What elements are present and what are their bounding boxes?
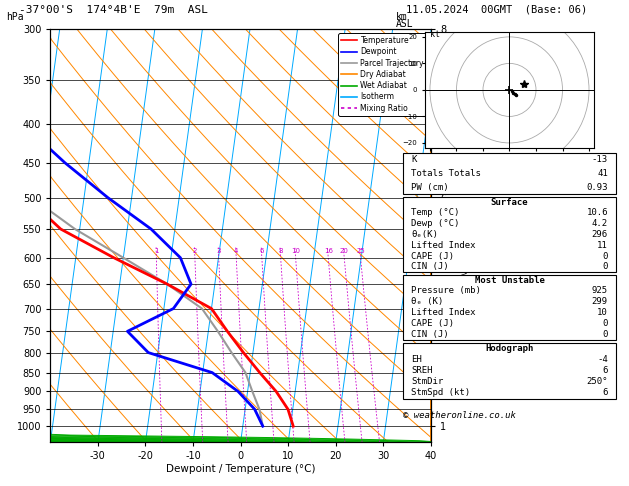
Text: CAPE (J): CAPE (J): [411, 252, 454, 260]
Y-axis label: Mixing Ratio (g/kg): Mixing Ratio (g/kg): [462, 196, 472, 276]
Text: Dewp (°C): Dewp (°C): [411, 219, 460, 228]
Text: 0: 0: [603, 262, 608, 271]
Text: 11: 11: [597, 241, 608, 250]
Text: 0: 0: [603, 330, 608, 339]
Text: StmSpd (kt): StmSpd (kt): [411, 388, 470, 398]
Text: Temp (°C): Temp (°C): [411, 208, 460, 217]
Text: 10: 10: [291, 248, 300, 255]
Text: Surface: Surface: [491, 198, 528, 207]
FancyBboxPatch shape: [403, 153, 616, 194]
Text: 41: 41: [597, 169, 608, 178]
Text: CAPE (J): CAPE (J): [411, 319, 454, 329]
Text: Pressure (mb): Pressure (mb): [411, 286, 481, 295]
Text: © weatheronline.co.uk: © weatheronline.co.uk: [403, 411, 515, 420]
Text: 6: 6: [603, 388, 608, 398]
Text: -13: -13: [592, 156, 608, 164]
FancyBboxPatch shape: [403, 197, 616, 272]
Text: Most Unstable: Most Unstable: [474, 276, 545, 285]
Text: 6: 6: [603, 366, 608, 375]
Text: 8: 8: [279, 248, 283, 255]
Text: LCL: LCL: [461, 387, 476, 396]
Text: 6: 6: [260, 248, 264, 255]
X-axis label: Dewpoint / Temperature (°C): Dewpoint / Temperature (°C): [166, 464, 315, 474]
FancyBboxPatch shape: [403, 343, 616, 399]
Text: 299: 299: [592, 297, 608, 307]
Text: km: km: [396, 12, 408, 22]
Text: 2: 2: [192, 248, 197, 255]
Text: 20: 20: [340, 248, 348, 255]
Text: 25: 25: [356, 248, 365, 255]
Text: 296: 296: [592, 230, 608, 239]
Text: 925: 925: [592, 286, 608, 295]
Text: EH: EH: [411, 355, 422, 364]
Text: 4.2: 4.2: [592, 219, 608, 228]
Text: 10.6: 10.6: [586, 208, 608, 217]
Text: 11.05.2024  00GMT  (Base: 06): 11.05.2024 00GMT (Base: 06): [406, 4, 587, 15]
Text: -4: -4: [597, 355, 608, 364]
Text: PW (cm): PW (cm): [411, 183, 448, 192]
Text: 250°: 250°: [586, 377, 608, 386]
Text: kt: kt: [430, 30, 440, 39]
Text: θₑ (K): θₑ (K): [411, 297, 443, 307]
Text: Totals Totals: Totals Totals: [411, 169, 481, 178]
FancyBboxPatch shape: [403, 275, 616, 340]
Text: Lifted Index: Lifted Index: [411, 241, 476, 250]
Text: 0.93: 0.93: [586, 183, 608, 192]
Text: 1: 1: [154, 248, 159, 255]
Text: 3: 3: [216, 248, 221, 255]
Text: SREH: SREH: [411, 366, 433, 375]
Text: K: K: [411, 156, 416, 164]
Text: 0: 0: [603, 252, 608, 260]
Text: 0: 0: [603, 319, 608, 329]
Text: -37°00'S  174°4B'E  79m  ASL: -37°00'S 174°4B'E 79m ASL: [19, 4, 208, 15]
Text: ASL: ASL: [396, 19, 414, 29]
Legend: Temperature, Dewpoint, Parcel Trajectory, Dry Adiabat, Wet Adiabat, Isotherm, Mi: Temperature, Dewpoint, Parcel Trajectory…: [338, 33, 427, 116]
Text: 4: 4: [234, 248, 238, 255]
Text: StmDir: StmDir: [411, 377, 443, 386]
Text: CIN (J): CIN (J): [411, 262, 448, 271]
Text: hPa: hPa: [6, 12, 24, 22]
Text: Lifted Index: Lifted Index: [411, 308, 476, 317]
Text: 10: 10: [597, 308, 608, 317]
Text: 16: 16: [324, 248, 333, 255]
Text: θₑ(K): θₑ(K): [411, 230, 438, 239]
Text: CIN (J): CIN (J): [411, 330, 448, 339]
Text: Hodograph: Hodograph: [486, 344, 533, 353]
